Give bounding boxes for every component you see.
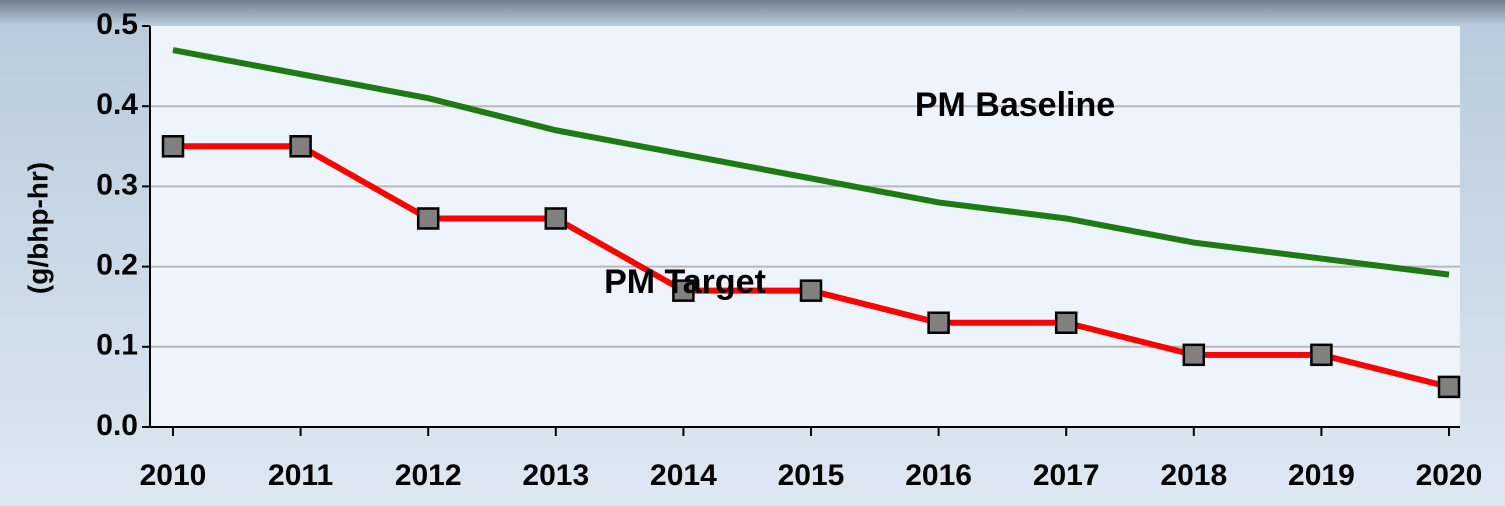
x-tick-label: 2020 xyxy=(1416,459,1483,492)
point-marker xyxy=(672,279,695,302)
y-tick-label: 0.1 xyxy=(96,329,138,362)
point-marker xyxy=(1310,343,1333,367)
point-marker xyxy=(289,135,312,158)
x-tick-label: 2011 xyxy=(268,459,333,492)
point-marker xyxy=(416,207,440,230)
point-marker xyxy=(799,279,823,302)
y-tick-label: 0.4 xyxy=(96,88,138,121)
x-tick-label: 2010 xyxy=(140,459,207,492)
plot-area xyxy=(150,26,1460,427)
y-tick-label: 0.0 xyxy=(96,409,138,442)
y-tick-label: 0.3 xyxy=(96,168,138,201)
x-tick-label: 2013 xyxy=(522,459,589,492)
x-tick-label: 2016 xyxy=(905,459,972,492)
series-annotation: PM Target xyxy=(604,263,766,301)
x-tick-label: 2012 xyxy=(395,459,462,492)
point-marker xyxy=(927,311,950,334)
series-line xyxy=(172,47,1450,278)
x-tick-label: 2019 xyxy=(1288,459,1355,492)
x-tick-label: 2015 xyxy=(778,459,845,492)
x-tick-label: 2018 xyxy=(1160,459,1227,492)
point-marker xyxy=(1054,311,1078,334)
y-axis-label: (g/bhp-hr) xyxy=(22,162,53,294)
x-tick-label: 2017 xyxy=(1033,459,1100,492)
y-tick-label: 0.2 xyxy=(96,249,138,282)
series-annotation: PM Baseline xyxy=(915,86,1115,124)
point-marker xyxy=(161,135,185,158)
x-tick-label: 2014 xyxy=(650,459,717,492)
point-marker xyxy=(1182,343,1206,367)
point-marker xyxy=(544,207,568,230)
y-tick-label: 0.5 xyxy=(96,8,138,41)
point-marker xyxy=(1437,375,1461,399)
